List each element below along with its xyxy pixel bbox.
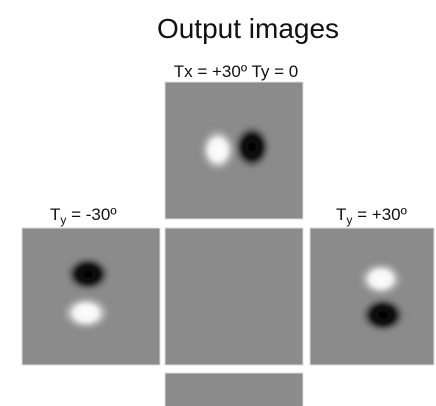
label-base: T bbox=[50, 205, 60, 224]
left-label: Ty = -30º bbox=[50, 205, 117, 227]
label-rest: = -30º bbox=[66, 205, 116, 224]
label-base: T bbox=[336, 205, 346, 224]
label-rest: = +30º bbox=[352, 205, 406, 224]
title: Output images bbox=[157, 13, 339, 44]
top-image bbox=[165, 82, 303, 219]
top-label: Tx = +30º Ty = 0 bbox=[174, 62, 299, 81]
left-image bbox=[22, 228, 160, 365]
bottom-image bbox=[165, 373, 303, 406]
figure: Output images Tx = +30º Ty = 0 Ty = -30º… bbox=[0, 0, 436, 406]
right-label: Ty = +30º bbox=[336, 205, 407, 227]
center-image bbox=[165, 228, 303, 365]
right-image bbox=[310, 228, 434, 365]
